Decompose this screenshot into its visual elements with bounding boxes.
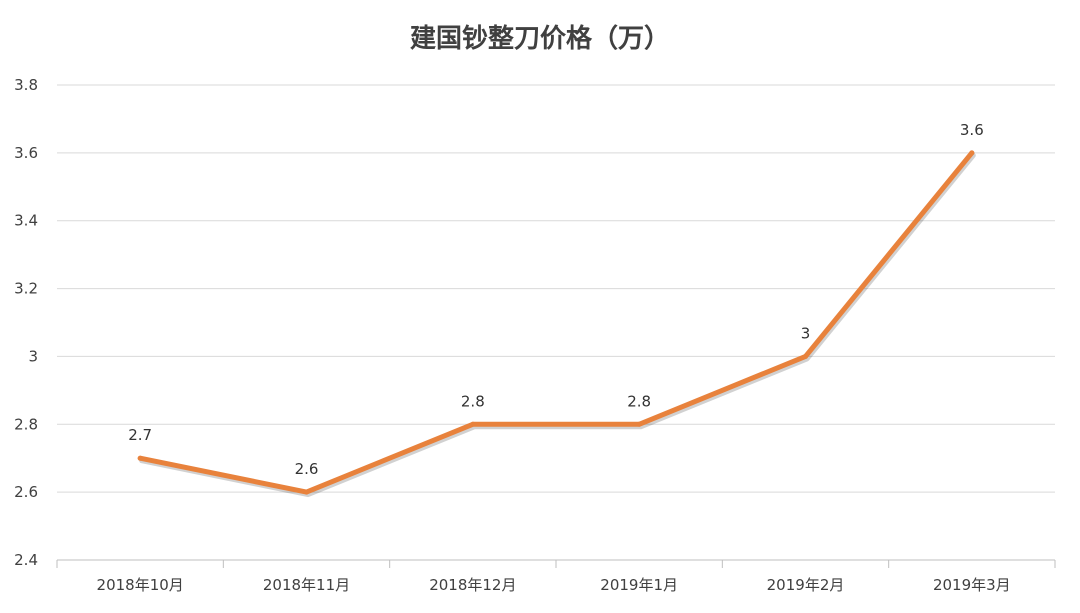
y-tick-label: 2.4 [14, 551, 38, 569]
x-tick-label: 2018年12月 [429, 576, 516, 594]
axes: 2.4 2.6 2.8 3 3.2 3.4 3.6 3.8 2018年10月 2018年11月 20… [14, 76, 1056, 594]
x-tick-label: 2019年1月 [600, 576, 678, 594]
data-label: 2.8 [627, 392, 651, 410]
data-label: 2.7 [128, 426, 152, 444]
series-line [137, 150, 975, 495]
data-point [470, 421, 476, 427]
x-tick-label: 2018年11月 [263, 576, 350, 594]
series-line-shadow [139, 152, 976, 498]
y-tick-label: 3.8 [14, 76, 38, 94]
y-tick-label: 3.2 [14, 280, 38, 298]
y-tick-label: 2.8 [14, 415, 38, 433]
data-label: 3.6 [960, 121, 984, 139]
series-line-group [137, 150, 976, 498]
data-point [969, 150, 975, 156]
x-tick-label: 2018年10月 [97, 576, 184, 594]
data-labels: 2.7 2.6 2.8 2.8 3 3.6 [128, 121, 984, 478]
data-label: 3 [801, 324, 811, 342]
data-point [803, 353, 808, 359]
gridlines [57, 84, 1055, 493]
data-point [304, 489, 309, 495]
y-tick-label: 3.6 [14, 144, 38, 162]
data-label: 2.6 [295, 460, 319, 478]
y-tick-label: 3 [28, 347, 38, 365]
y-tick-label: 2.6 [14, 483, 38, 501]
chart-title: 建国钞整刀价格（万） [410, 23, 670, 54]
x-tick-label: 2019年2月 [767, 576, 845, 594]
data-point [636, 421, 642, 427]
y-tick-label: 3.4 [14, 212, 38, 230]
data-label: 2.8 [461, 392, 485, 410]
x-tick-label: 2019年3月 [933, 576, 1011, 594]
data-point [137, 455, 143, 461]
